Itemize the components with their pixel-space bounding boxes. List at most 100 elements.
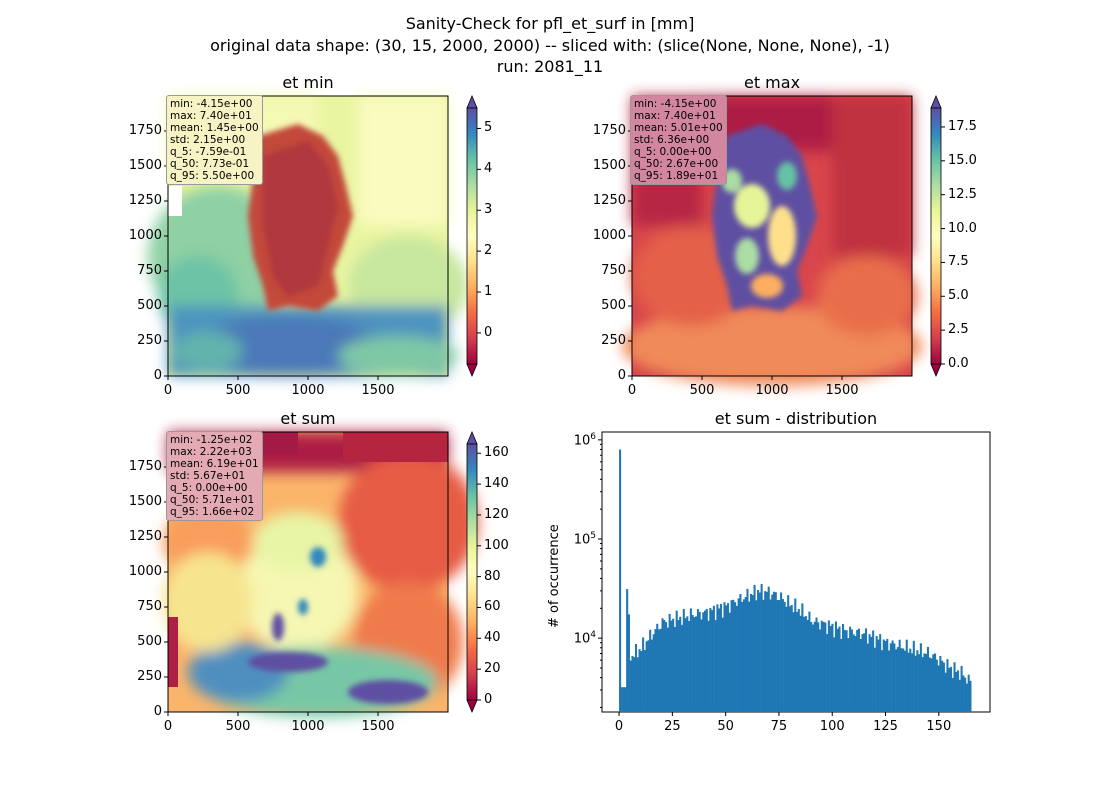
histogram-bar	[624, 687, 627, 712]
histogram-bar	[824, 622, 827, 712]
histogram-bar	[882, 639, 885, 712]
histogram-bar	[680, 624, 684, 712]
histogram-bar	[728, 612, 731, 712]
histogram-bar	[965, 683, 968, 712]
histogram-bar	[749, 593, 753, 712]
histogram-bar	[661, 618, 664, 712]
histogram-bar	[918, 654, 921, 712]
histogram-bar	[840, 638, 843, 712]
histogram-bar	[732, 599, 735, 712]
histogram-bar	[928, 657, 931, 712]
histogram-bar	[640, 651, 643, 712]
histogram-bar	[790, 605, 793, 712]
colorbar-tick-label: 0	[484, 692, 493, 707]
histogram-bar	[712, 605, 715, 712]
y-tick-label: 750	[601, 263, 626, 278]
histogram-bar	[884, 641, 887, 712]
colorbar-tick-label: 12.5	[948, 186, 977, 202]
histogram-bar	[958, 679, 961, 712]
histogram-bar	[718, 608, 721, 712]
histogram-bar	[891, 640, 894, 712]
histogram-bar	[781, 598, 784, 712]
histogram-bar	[799, 615, 802, 712]
histogram-bar	[962, 675, 965, 712]
histogram-bar	[916, 650, 919, 712]
axes-title-et-max: et max	[743, 73, 801, 92]
histogram-bar	[769, 599, 772, 712]
histogram-bar	[645, 641, 648, 712]
histogram-bar	[629, 660, 632, 712]
histogram-bar	[957, 670, 960, 712]
histogram-bar	[737, 598, 740, 712]
colorbar-tick-label: 3	[484, 202, 493, 218]
colorbar-tick-label: 140	[484, 476, 509, 492]
histogram-bar	[698, 611, 701, 712]
histogram-bar	[847, 638, 850, 712]
x-tick-label: 500	[225, 383, 251, 398]
x-tick-label: 25	[664, 719, 681, 734]
colorbar-tick-label: 0	[484, 324, 493, 340]
histogram-bar	[622, 687, 625, 712]
y-tick-label: 750	[137, 599, 162, 614]
histogram-bar	[944, 672, 947, 712]
histogram-bar	[875, 636, 878, 712]
y-tick-label: 1750	[128, 123, 162, 138]
colorbar-tick-label: 15.0	[948, 152, 977, 168]
stats-box-et-min: min: -4.15e+00 max: 7.40e+01 mean: 1.45e…	[166, 95, 263, 185]
histogram-bar	[903, 650, 907, 712]
histogram-bar	[801, 603, 804, 712]
stats-box-et-max: min: -4.15e+00 max: 7.40e+01 mean: 5.01e…	[630, 95, 727, 185]
colorbar-tick-label: 160	[484, 445, 509, 461]
colorbar-tick-label: 120	[484, 506, 509, 522]
histogram-bar	[686, 616, 689, 712]
histogram-bar	[711, 610, 714, 712]
histogram-bar	[820, 620, 823, 712]
histogram-bar	[657, 629, 661, 712]
histogram-bar	[675, 610, 678, 712]
histogram-bar	[751, 595, 754, 712]
y-tick-label: 1500	[128, 158, 162, 173]
histogram-bar	[842, 624, 845, 712]
histogram-bar	[964, 677, 967, 712]
y-tick-label: 106	[573, 431, 596, 449]
y-tick-label: 1000	[592, 228, 626, 243]
histogram-bar	[797, 609, 800, 712]
histogram-bar	[877, 639, 880, 712]
x-tick-label: 1500	[825, 383, 859, 398]
histogram-bar	[951, 677, 954, 712]
histogram-bars	[619, 449, 972, 712]
histogram-bar	[707, 620, 710, 712]
colorbar-tick-label: 5	[484, 120, 493, 136]
histogram-bar	[836, 628, 839, 712]
y-tick-label: 500	[601, 298, 626, 313]
histogram-bar	[886, 638, 889, 712]
y-tick-label: 104	[573, 630, 596, 647]
histogram-bar	[826, 634, 829, 712]
histogram-bar	[803, 616, 806, 712]
histogram-bar	[688, 620, 691, 712]
y-tick-label: 1750	[128, 459, 162, 474]
x-tick-label: 0	[163, 719, 173, 734]
y-tick-label: 1250	[128, 529, 162, 544]
colorbar-tick-label: 1	[484, 284, 493, 300]
histogram-bar	[845, 630, 848, 712]
histogram-bar	[909, 648, 912, 712]
histogram-bar	[672, 618, 675, 712]
histogram-bar	[932, 654, 935, 712]
histogram-bar	[762, 599, 765, 712]
histogram-bar	[705, 608, 708, 712]
histogram-bar	[907, 652, 910, 712]
histogram-bar	[859, 638, 862, 712]
histogram-bar	[838, 626, 841, 712]
x-tick-label: 150	[926, 719, 952, 734]
histogram-bar	[744, 596, 747, 712]
histogram-bar	[856, 629, 859, 712]
x-tick-label: 500	[689, 383, 715, 398]
histogram-bar	[773, 591, 776, 712]
stats-box-et-sum: min: -1.25e+02 max: 2.22e+03 mean: 6.19e…	[166, 431, 263, 521]
axes-title-et-min: et min	[282, 73, 334, 92]
histogram-bar	[806, 619, 809, 712]
colorbar-tick-label: 5.0	[948, 288, 969, 304]
histogram-bar	[682, 608, 685, 712]
